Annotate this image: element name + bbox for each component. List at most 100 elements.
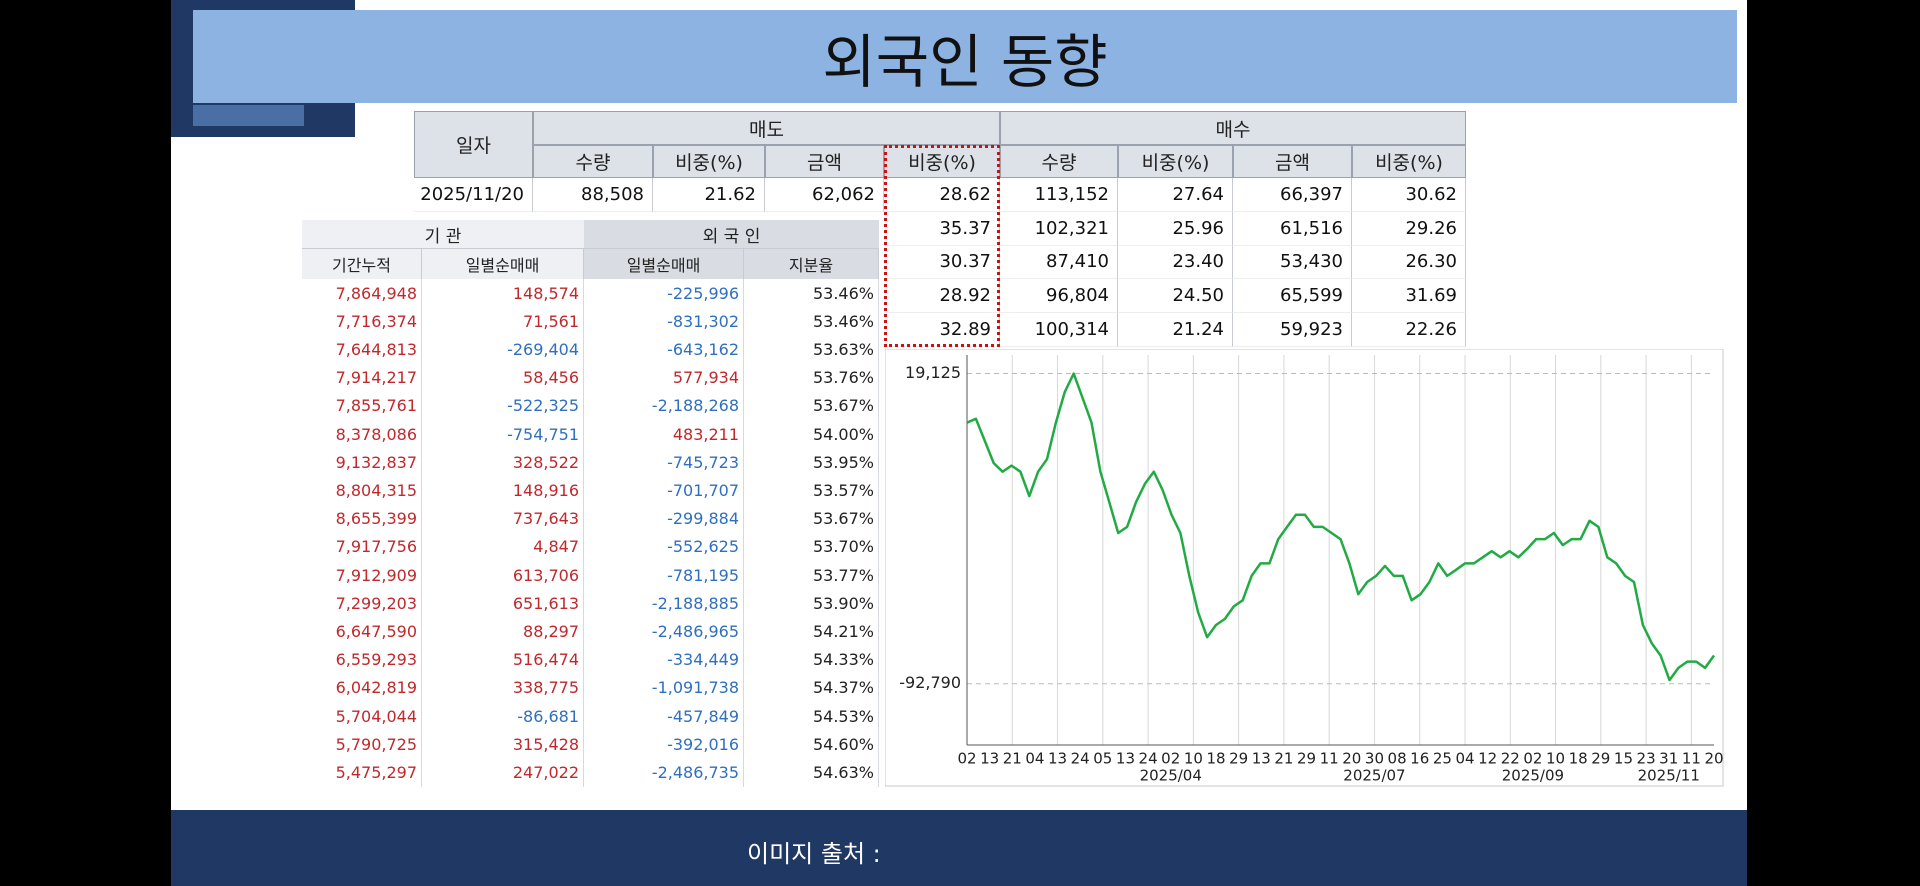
table-cell: 66,397 [1233,178,1352,212]
table-cell: 4,847 [422,532,584,561]
x-tick-label: 29 [1297,750,1316,768]
column-header: 일별순매매 [584,249,744,279]
table-cell: 54.53% [744,702,879,731]
table-cell: -552,625 [584,532,744,561]
table-cell: 737,643 [422,504,584,533]
table-cell: 53.46% [744,307,879,336]
table-cell: 31.69 [1352,279,1466,314]
month-label: 2025/04 [1140,767,1202,785]
x-tick-label: 20 [1704,750,1723,768]
table-cell: -831,302 [584,307,744,336]
month-label: 2025/09 [1502,767,1564,785]
table-cell: 7,864,948 [302,279,422,308]
x-tick-label: 30 [1365,750,1384,768]
table-cell: -86,681 [422,702,584,731]
x-tick-label: 02 [1161,750,1180,768]
y-tick-label: -92,790 [899,673,961,692]
table-cell: 148,916 [422,476,584,505]
table-cell: 22.26 [1352,313,1466,347]
x-tick-label: 18 [1206,750,1225,768]
table-cell: 2025/11/20 [414,178,533,212]
x-tick-label: 24 [1139,750,1158,768]
header-cell: 매수 [1000,111,1466,145]
table-cell: 54.60% [744,730,879,759]
table-cell: 53.76% [744,363,879,392]
x-tick-label: 21 [1003,750,1022,768]
table-cell: 315,428 [422,730,584,759]
table-cell: 21.62 [653,178,765,212]
table-cell: 53.95% [744,448,879,477]
footer-text: 이미지 출처 : [747,840,881,868]
table-cell: -745,723 [584,448,744,477]
table-cell: -299,884 [584,504,744,533]
table-cell: 88,297 [422,617,584,646]
table-cell: 7,912,909 [302,561,422,590]
x-tick-label: 04 [1455,750,1474,768]
header-cell: 비중(%) [1118,145,1233,178]
x-tick-label: 24 [1071,750,1090,768]
table-cell: 7,716,374 [302,307,422,336]
table-cell: -269,404 [422,335,584,364]
x-tick-label: 23 [1637,750,1656,768]
y-tick-label: 19,125 [905,363,961,382]
x-tick-label: 20 [1342,750,1361,768]
corner-bar [193,105,304,126]
x-tick-label: 11 [1320,750,1339,768]
table-cell: -2,188,268 [584,391,744,420]
table-cell: 23.40 [1118,245,1233,280]
header-cell: 금액 [1233,145,1352,178]
column-header: 지분율 [744,249,879,279]
table-cell: 59,923 [1233,313,1352,347]
table-cell: -457,849 [584,702,744,731]
table-cell: -334,449 [584,645,744,674]
table-cell: 7,914,217 [302,363,422,392]
table-cell: 5,704,044 [302,702,422,731]
table-cell: -1,091,738 [584,673,744,702]
table-cell: 53.67% [744,504,879,533]
x-tick-label: 22 [1501,750,1520,768]
x-tick-label: 21 [1274,750,1293,768]
table-cell: -754,751 [422,420,584,449]
table-cell: 54.37% [744,673,879,702]
group-header: 외 국 인 [584,220,879,249]
month-label: 2025/07 [1343,767,1405,785]
table-cell: 54.00% [744,420,879,449]
table-cell: 8,804,315 [302,476,422,505]
table-cell: 483,211 [584,420,744,449]
table-cell: 25.96 [1118,211,1233,246]
table-cell: 65,599 [1233,279,1352,314]
footer-bar: 이미지 출처 : [171,810,1747,886]
x-tick-label: 02 [1523,750,1542,768]
x-tick-label: 29 [1591,750,1610,768]
x-tick-label: 05 [1093,750,1112,768]
header-cell: 비중(%) [653,145,765,178]
table-cell: -392,016 [584,730,744,759]
table-cell: 651,613 [422,589,584,618]
column-header: 일별순매매 [422,249,584,279]
table-cell: -2,486,965 [584,617,744,646]
chart-background [885,349,1724,787]
table-cell: -781,195 [584,561,744,590]
x-tick-label: 08 [1388,750,1407,768]
line-series [966,372,1716,682]
x-tick-label: 15 [1614,750,1633,768]
table-cell: 148,574 [422,279,584,308]
x-tick-label: 25 [1433,750,1452,768]
table-cell: 58,456 [422,363,584,392]
x-tick-label: 04 [1025,750,1044,768]
x-tick-label: 10 [1546,750,1565,768]
column-header: 기간누적 [302,249,422,279]
table-cell: 5,475,297 [302,758,422,787]
header-cell: 일자 [414,111,533,178]
table-cell: 100,314 [1000,313,1118,347]
table-cell: 54.33% [744,645,879,674]
title-bar: 외국인 동향 [193,10,1737,103]
header-cell: 매도 [533,111,1000,145]
table-cell: 7,855,761 [302,391,422,420]
table-cell: -522,325 [422,391,584,420]
x-tick-label: 10 [1184,750,1203,768]
header-cell: 수량 [533,145,653,178]
table-cell: 88,508 [533,178,653,212]
x-tick-label: 13 [1048,750,1067,768]
